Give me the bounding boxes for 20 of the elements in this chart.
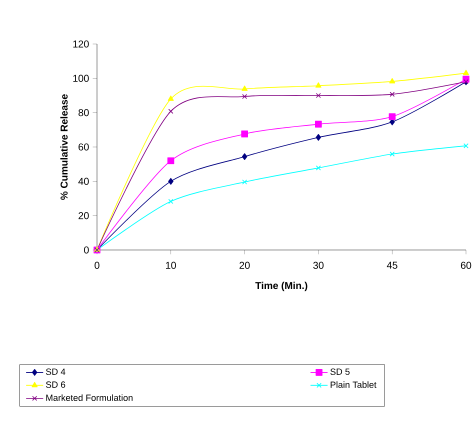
legend-label: SD 4: [46, 368, 66, 375]
x-tick-label: 10: [166, 262, 176, 269]
y-tick-label: 80: [78, 109, 89, 116]
y-tick-label: 60: [78, 143, 89, 151]
y-axis-title: % Cumulative Release: [60, 94, 68, 200]
x-tick-label: 60: [460, 262, 472, 269]
legend-label: SD 5: [330, 368, 350, 375]
y-tick-label: 120: [73, 40, 89, 48]
x-tick-label: 0: [94, 262, 100, 269]
y-tick-label: 0: [84, 246, 89, 254]
x-tick-label: 20: [240, 262, 250, 269]
x-tick-label: 45: [386, 262, 398, 269]
legend-label: Plain Tablet: [330, 381, 376, 388]
y-tick-label: 40: [78, 178, 89, 185]
legend-label: Marketed Formulation: [46, 394, 133, 401]
x-tick-label: 30: [313, 262, 324, 269]
legend-label: SD 6: [46, 381, 66, 388]
x-axis-title: Time (Min.): [255, 282, 308, 292]
y-tick-label: 20: [78, 212, 89, 220]
y-tick-label: 100: [73, 74, 89, 82]
